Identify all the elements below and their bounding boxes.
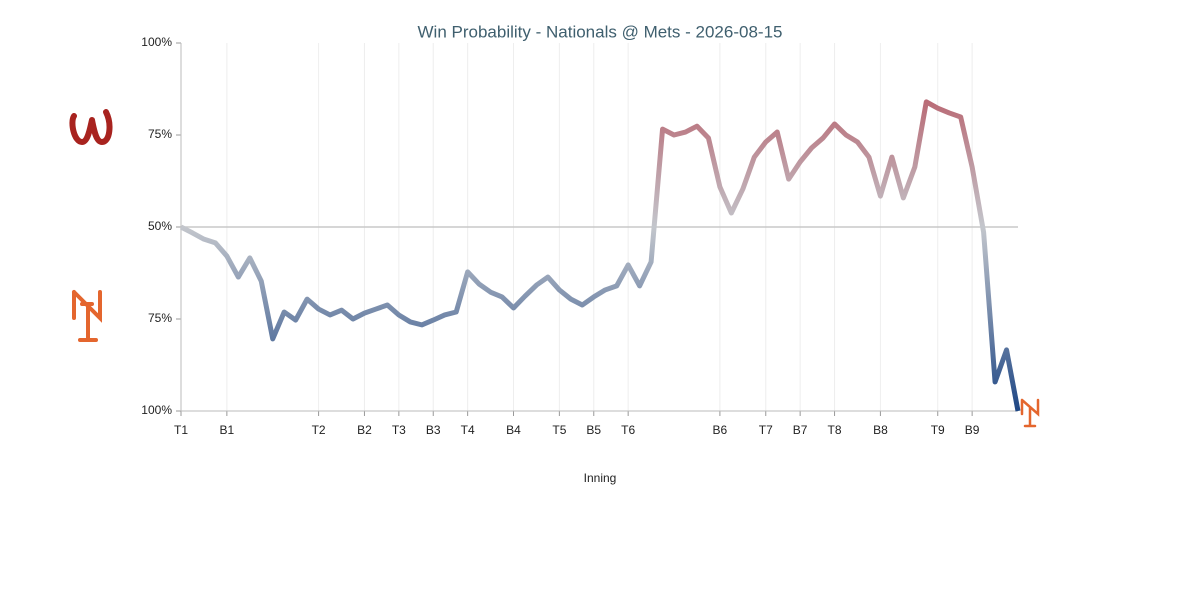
x-tick-label: T7: [759, 423, 773, 437]
logo-ny-small: [1020, 398, 1040, 428]
logo-w: [69, 109, 113, 145]
x-tick-label: B5: [586, 423, 601, 437]
x-tick-label: B9: [965, 423, 980, 437]
x-tick-label: T1: [174, 423, 188, 437]
y-tick-label: 50%: [148, 219, 172, 233]
mets-logo-small: [1020, 398, 1040, 428]
x-tick-label: B2: [357, 423, 372, 437]
x-tick-label: T9: [931, 423, 945, 437]
chart-title: Win Probability - Nationals @ Mets - 202…: [418, 22, 783, 41]
x-tick-label: B7: [793, 423, 808, 437]
x-tick-label: B1: [220, 423, 235, 437]
x-tick-label: B6: [713, 423, 728, 437]
nationals-logo: [69, 109, 113, 145]
mets-logo: [72, 290, 102, 342]
x-tick-label: T5: [552, 423, 566, 437]
y-tick-label: 100%: [141, 35, 172, 49]
y-tick-label: 75%: [148, 311, 172, 325]
y-tick-label: 75%: [148, 127, 172, 141]
x-tick-label: B3: [426, 423, 441, 437]
x-tick-label: T2: [312, 423, 326, 437]
y-tick-label: 100%: [141, 403, 172, 417]
x-tick-label: T4: [461, 423, 475, 437]
logo-ny: [72, 290, 102, 342]
x-tick-label: B4: [506, 423, 521, 437]
x-tick-label: T3: [392, 423, 406, 437]
win-probability-line: [179, 99, 1021, 412]
x-tick-label: T6: [621, 423, 635, 437]
x-tick-label: B8: [873, 423, 888, 437]
x-tick-label: T8: [828, 423, 842, 437]
x-axis-label: Inning: [584, 471, 617, 485]
